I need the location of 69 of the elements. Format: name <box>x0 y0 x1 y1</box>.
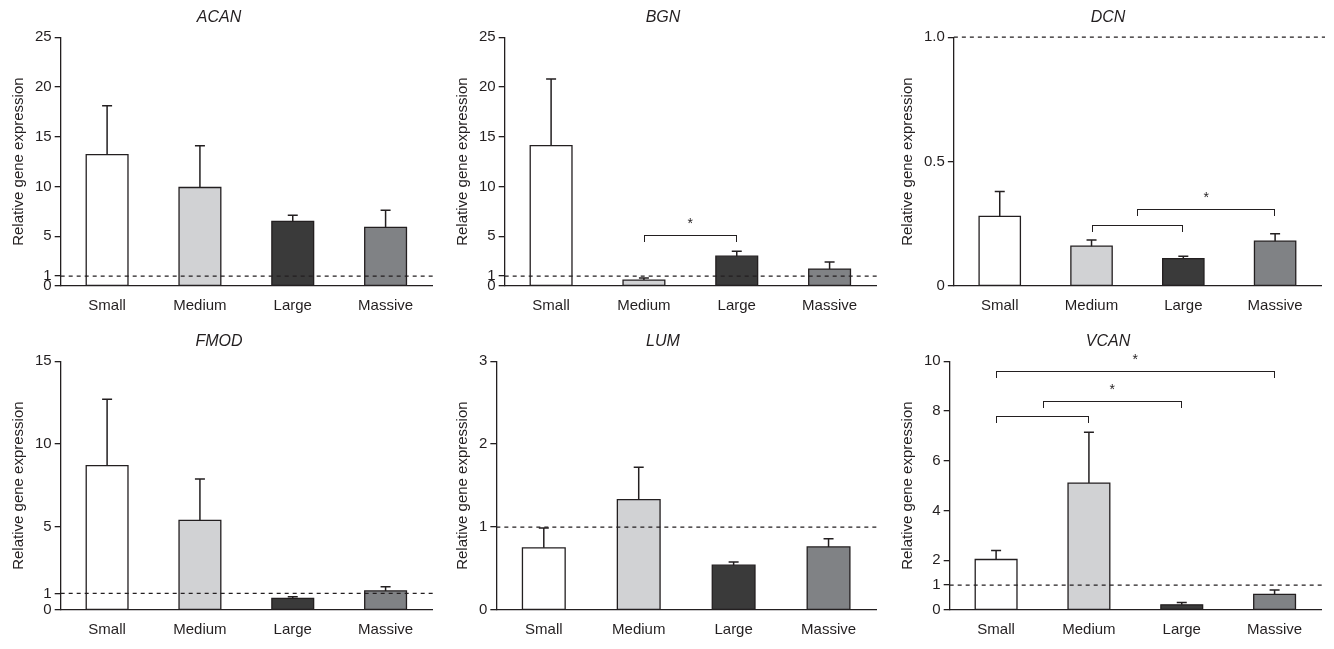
y-tick-label: 5 <box>43 517 52 535</box>
x-tick-label: Medium <box>173 296 227 314</box>
x-tick-label: Medium <box>173 620 227 638</box>
y-tick-label: 10 <box>35 176 52 194</box>
x-tick-label: Massive <box>801 620 857 638</box>
y-tick-label: 1 <box>479 517 488 535</box>
x-tick-label: Medium <box>1064 296 1119 314</box>
y-tick-label: 15 <box>479 126 496 144</box>
chart-title: BGN <box>645 8 681 26</box>
y-tick-label: 8 <box>932 401 941 419</box>
x-tick-label: Large <box>1162 620 1201 638</box>
y-tick-label: 3 <box>479 351 488 369</box>
x-tick-label: Small <box>88 620 126 638</box>
y-axis-title: Relative gene expression <box>9 77 27 246</box>
y-tick-label: 20 <box>35 77 52 95</box>
annotation: * <box>687 215 694 232</box>
y-tick-label: 4 <box>932 500 941 518</box>
y-tick-label: 5 <box>43 226 52 244</box>
chart-title: FMOD <box>195 332 243 350</box>
chart-title: ACAN <box>195 8 242 26</box>
x-tick-label: Large <box>273 296 312 314</box>
annotation: * <box>1203 188 1210 205</box>
y-tick-label: 2 <box>932 550 941 568</box>
x-tick-label: Medium <box>1062 620 1116 638</box>
x-tick-label: Small <box>88 296 126 314</box>
chart-title: DCN <box>1090 8 1126 26</box>
y-tick-label: 6 <box>932 450 941 468</box>
x-tick-label: Large <box>273 620 312 638</box>
x-tick-label: Small <box>525 620 563 638</box>
y-tick-label: 25 <box>35 27 52 45</box>
y-tick-label: 10 <box>479 176 496 194</box>
y-axis-title: Relative gene expression <box>898 77 916 246</box>
y-tick-label: 25 <box>479 27 496 45</box>
y-tick-label: 10 <box>924 351 941 369</box>
annotation: * <box>1132 351 1139 368</box>
y-tick-label: 2 <box>479 434 488 452</box>
y-axis-title: Relative gene expression <box>898 401 916 570</box>
x-tick-label: Large <box>1164 296 1203 314</box>
y-tick-label: 20 <box>479 77 496 95</box>
x-tick-label: Small <box>532 296 570 314</box>
y-tick-label: 0.5 <box>923 151 945 169</box>
x-tick-label: Small <box>980 296 1019 314</box>
x-tick-label: Large <box>717 296 756 314</box>
y-tick-label: 15 <box>35 351 52 369</box>
y-tick-label: 0 <box>479 600 488 618</box>
y-axis-title: Relative gene expression <box>9 401 27 570</box>
x-tick-label: Medium <box>617 296 671 314</box>
y-tick-label: 1.0 <box>923 27 945 45</box>
x-tick-label: Massive <box>1247 620 1303 638</box>
y-tick-label: 5 <box>487 226 496 244</box>
y-tick-label: 0 <box>43 600 52 618</box>
x-tick-label: Massive <box>802 296 858 314</box>
x-tick-label: Large <box>714 620 753 638</box>
y-tick-label: 0 <box>932 600 941 618</box>
chart-title: LUM <box>646 332 681 350</box>
y-tick-label: 1 <box>932 575 941 593</box>
x-tick-label: Medium <box>612 620 666 638</box>
x-tick-label: Massive <box>1247 296 1303 314</box>
x-tick-label: Massive <box>358 296 414 314</box>
annotation: * <box>1109 380 1116 397</box>
y-tick-label: 15 <box>35 126 52 144</box>
y-axis-title: Relative gene expression <box>453 77 471 246</box>
y-axis-title: Relative gene expression <box>453 401 471 570</box>
y-tick-label: 0 <box>936 276 945 294</box>
y-tick-label: 10 <box>35 434 52 452</box>
chart-title: VCAN <box>1085 332 1131 350</box>
x-tick-label: Massive <box>358 620 414 638</box>
x-tick-label: Small <box>977 620 1015 638</box>
y-tick-label: 1 <box>43 583 52 601</box>
